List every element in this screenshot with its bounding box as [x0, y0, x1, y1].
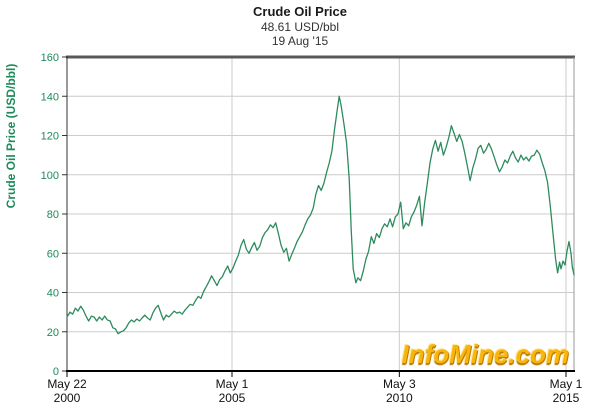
x-tick-label-date: May 1: [550, 377, 583, 391]
x-tick-label-year: 2000: [54, 391, 81, 405]
price-line: [66, 95, 575, 335]
y-tick-label: 80: [47, 209, 59, 221]
y-tick-label: 0: [53, 366, 59, 378]
chart-header: Crude Oil Price 48.61 USD/bbl 19 Aug '15: [0, 4, 600, 48]
y-tick-label: 60: [47, 248, 59, 260]
x-tick-label-date: May 3: [383, 377, 416, 391]
y-tick-label: 140: [41, 91, 59, 103]
x-tick-label-year: 2010: [386, 391, 413, 405]
y-tick-label: 160: [41, 52, 59, 64]
x-tick-label-date: May 22: [47, 377, 87, 391]
y-tick-label: 100: [41, 170, 59, 182]
chart-subtitle-price: 48.61 USD/bbl: [260, 20, 340, 34]
y-tick-label: 120: [41, 131, 59, 143]
x-tick-label-year: 2015: [553, 391, 580, 405]
y-tick-label: 40: [47, 288, 59, 300]
watermark-logo: InfoMine.com: [401, 339, 569, 369]
y-tick-label: 20: [47, 327, 59, 339]
chart-subtitle-date: 19 Aug '15: [271, 34, 329, 48]
x-tick-label-date: May 1: [216, 377, 249, 391]
chart-title: Crude Oil Price: [253, 4, 347, 19]
x-tick-label-year: 2005: [219, 391, 246, 405]
